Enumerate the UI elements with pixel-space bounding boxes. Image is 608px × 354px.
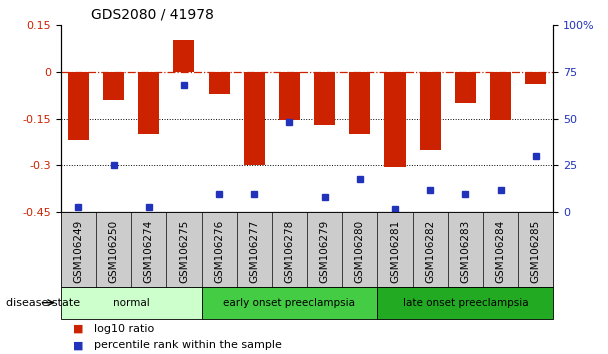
Bar	[314, 72, 335, 125]
Bar	[173, 40, 195, 72]
Bar	[279, 72, 300, 120]
Bar	[138, 72, 159, 134]
Text: GSM106249: GSM106249	[74, 220, 83, 283]
Text: GDS2080 / 41978: GDS2080 / 41978	[91, 7, 214, 21]
Text: GSM106278: GSM106278	[285, 220, 294, 283]
Text: GSM106282: GSM106282	[425, 220, 435, 283]
Text: GSM106250: GSM106250	[109, 220, 119, 283]
Text: GSM106276: GSM106276	[214, 220, 224, 283]
Text: GSM106285: GSM106285	[531, 220, 541, 283]
Text: GSM106275: GSM106275	[179, 220, 189, 283]
Text: GSM106277: GSM106277	[249, 220, 259, 283]
Bar	[455, 72, 476, 103]
Text: GSM106280: GSM106280	[355, 220, 365, 283]
Bar	[209, 72, 230, 93]
Bar	[490, 72, 511, 120]
Text: ■: ■	[73, 324, 83, 333]
Text: GSM106283: GSM106283	[460, 220, 471, 283]
Bar	[420, 72, 441, 150]
Text: log10 ratio: log10 ratio	[94, 324, 154, 333]
Text: GSM106279: GSM106279	[320, 220, 330, 283]
Text: ■: ■	[73, 340, 83, 350]
Text: disease state: disease state	[6, 298, 80, 308]
Bar	[525, 72, 546, 84]
Bar	[244, 72, 265, 166]
Bar	[68, 72, 89, 141]
Text: percentile rank within the sample: percentile rank within the sample	[94, 340, 282, 350]
Bar	[103, 72, 124, 100]
Text: GSM106284: GSM106284	[496, 220, 505, 283]
Bar	[384, 72, 406, 167]
Text: normal: normal	[112, 298, 150, 308]
Text: late onset preeclampsia: late onset preeclampsia	[402, 298, 528, 308]
Text: GSM106274: GSM106274	[143, 220, 154, 283]
Bar	[349, 72, 370, 134]
Text: early onset preeclampsia: early onset preeclampsia	[224, 298, 356, 308]
Text: GSM106281: GSM106281	[390, 220, 400, 283]
